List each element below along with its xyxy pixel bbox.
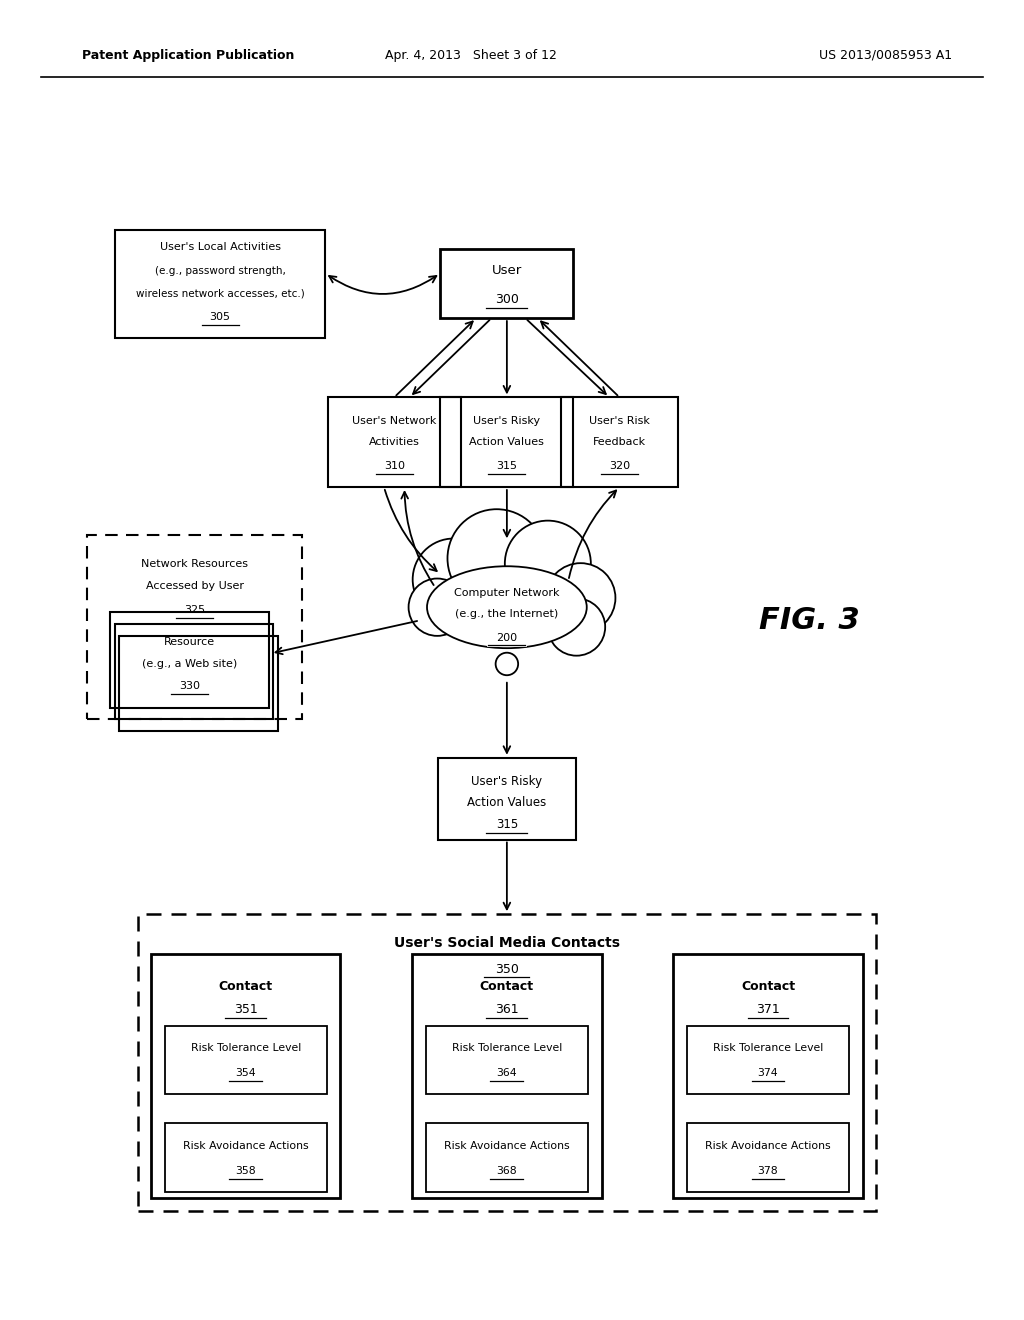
Text: 300: 300 <box>495 293 519 306</box>
Text: 374: 374 <box>758 1068 778 1078</box>
Ellipse shape <box>427 566 587 648</box>
Text: Computer Network: Computer Network <box>454 587 560 598</box>
Ellipse shape <box>546 564 615 632</box>
Text: User's Local Activities: User's Local Activities <box>160 242 281 252</box>
Bar <box>561 397 678 487</box>
Text: 330: 330 <box>179 681 200 692</box>
Text: Patent Application Publication: Patent Application Publication <box>82 49 294 62</box>
Ellipse shape <box>548 598 605 656</box>
Text: Accessed by User: Accessed by User <box>145 581 244 591</box>
Text: Resource: Resource <box>164 636 215 647</box>
Text: Risk Avoidance Actions: Risk Avoidance Actions <box>706 1140 830 1151</box>
Text: User's Network: User's Network <box>352 416 436 426</box>
Text: Action Values: Action Values <box>467 796 547 809</box>
Text: 371: 371 <box>756 1003 780 1016</box>
Ellipse shape <box>496 652 518 676</box>
Text: Feedback: Feedback <box>593 437 646 447</box>
Text: FIG. 3: FIG. 3 <box>759 606 859 635</box>
Bar <box>165 1026 327 1094</box>
Text: 310: 310 <box>384 461 404 471</box>
Bar <box>440 397 573 487</box>
Bar <box>440 249 573 318</box>
Text: (e.g., a Web site): (e.g., a Web site) <box>141 659 238 669</box>
Text: Risk Tolerance Level: Risk Tolerance Level <box>713 1043 823 1053</box>
Text: Activities: Activities <box>369 437 420 447</box>
Bar <box>138 913 876 1212</box>
Text: Risk Avoidance Actions: Risk Avoidance Actions <box>183 1140 308 1151</box>
Text: 351: 351 <box>233 1003 258 1016</box>
Text: Risk Tolerance Level: Risk Tolerance Level <box>452 1043 562 1053</box>
Text: User's Risky: User's Risky <box>471 775 543 788</box>
Text: 364: 364 <box>497 1068 517 1078</box>
Bar <box>87 535 302 719</box>
Text: User's Risk: User's Risk <box>589 416 650 426</box>
Bar <box>115 230 326 338</box>
Bar <box>119 636 279 731</box>
Text: Network Resources: Network Resources <box>141 558 248 569</box>
Text: 305: 305 <box>210 312 230 322</box>
Text: Apr. 4, 2013   Sheet 3 of 12: Apr. 4, 2013 Sheet 3 of 12 <box>385 49 557 62</box>
Bar <box>687 1123 849 1192</box>
Bar <box>328 397 461 487</box>
Text: 354: 354 <box>236 1068 256 1078</box>
Text: 368: 368 <box>497 1166 517 1176</box>
Bar <box>165 1123 327 1192</box>
Ellipse shape <box>413 539 495 620</box>
Bar <box>115 624 273 719</box>
Text: Risk Avoidance Actions: Risk Avoidance Actions <box>444 1140 569 1151</box>
Text: 378: 378 <box>758 1166 778 1176</box>
Bar <box>426 1123 588 1192</box>
Bar <box>111 612 268 708</box>
Text: 361: 361 <box>495 1003 519 1016</box>
Bar <box>412 953 601 1199</box>
Bar <box>687 1026 849 1094</box>
Text: User's Social Media Contacts: User's Social Media Contacts <box>394 936 620 950</box>
Text: 200: 200 <box>497 632 517 643</box>
Text: 358: 358 <box>236 1166 256 1176</box>
Ellipse shape <box>505 520 591 607</box>
Bar <box>426 1026 588 1094</box>
Text: US 2013/0085953 A1: US 2013/0085953 A1 <box>819 49 952 62</box>
Text: (e.g., the Internet): (e.g., the Internet) <box>456 609 558 619</box>
Text: 315: 315 <box>496 818 518 832</box>
Text: 320: 320 <box>609 461 630 471</box>
Text: Action Values: Action Values <box>469 437 545 447</box>
Bar <box>152 953 340 1199</box>
Text: 325: 325 <box>184 605 205 615</box>
Bar <box>674 953 862 1199</box>
Ellipse shape <box>409 578 466 636</box>
Text: Risk Tolerance Level: Risk Tolerance Level <box>190 1043 301 1053</box>
Text: (e.g., password strength,: (e.g., password strength, <box>155 265 286 276</box>
Text: wireless network accesses, etc.): wireless network accesses, etc.) <box>136 288 304 298</box>
Ellipse shape <box>447 510 546 607</box>
Text: 315: 315 <box>497 461 517 471</box>
Text: 350: 350 <box>495 964 519 975</box>
Bar <box>438 758 575 840</box>
Text: Contact: Contact <box>219 979 272 993</box>
Text: User's Risky: User's Risky <box>473 416 541 426</box>
Text: Contact: Contact <box>741 979 795 993</box>
Text: User: User <box>492 264 522 277</box>
Text: Contact: Contact <box>480 979 534 993</box>
